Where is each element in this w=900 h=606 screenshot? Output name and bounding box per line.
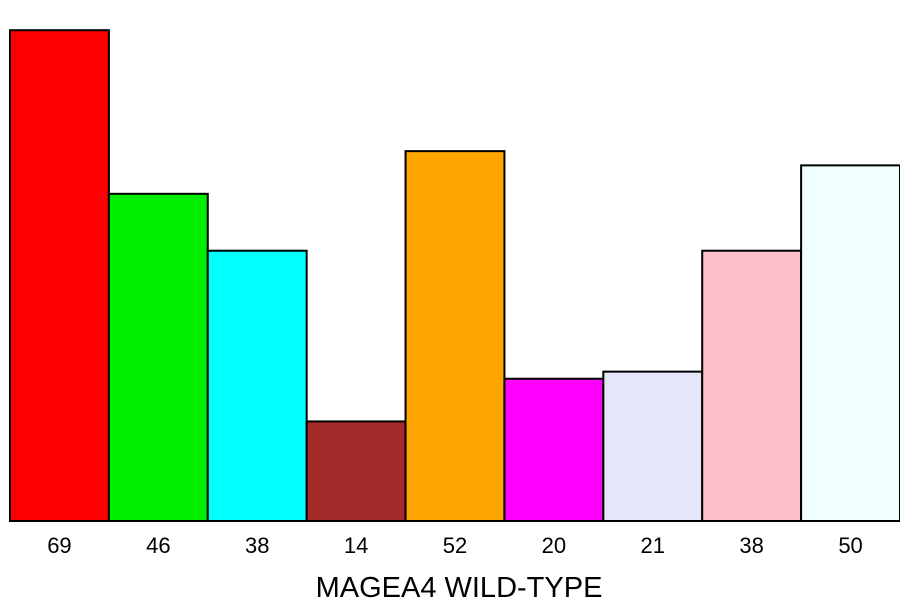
tick-label-1: 46: [146, 533, 170, 558]
bars-group: [9, 29, 900, 523]
tick-label-8: 50: [838, 533, 862, 558]
bar-2: [206, 249, 308, 522]
bar-8: [800, 164, 900, 522]
tick-label-4: 52: [443, 533, 467, 558]
tick-label-0: 69: [47, 533, 71, 558]
bar-7: [701, 249, 803, 522]
tick-label-2: 38: [245, 533, 269, 558]
x-axis-label: MAGEA4 WILD-TYPE: [316, 572, 603, 604]
bar-6: [602, 370, 704, 522]
tick-label-5: 20: [542, 533, 566, 558]
bar-1: [107, 192, 209, 522]
tick-labels-group: 69 46 38 14 52 20 21 38 50: [47, 533, 863, 558]
tick-label-3: 14: [344, 533, 368, 558]
bar-4: [404, 150, 506, 522]
tick-label-6: 21: [641, 533, 665, 558]
bar-3: [305, 420, 407, 523]
tick-label-7: 38: [739, 533, 763, 558]
bar-0: [9, 29, 110, 523]
bar-5: [503, 377, 605, 523]
